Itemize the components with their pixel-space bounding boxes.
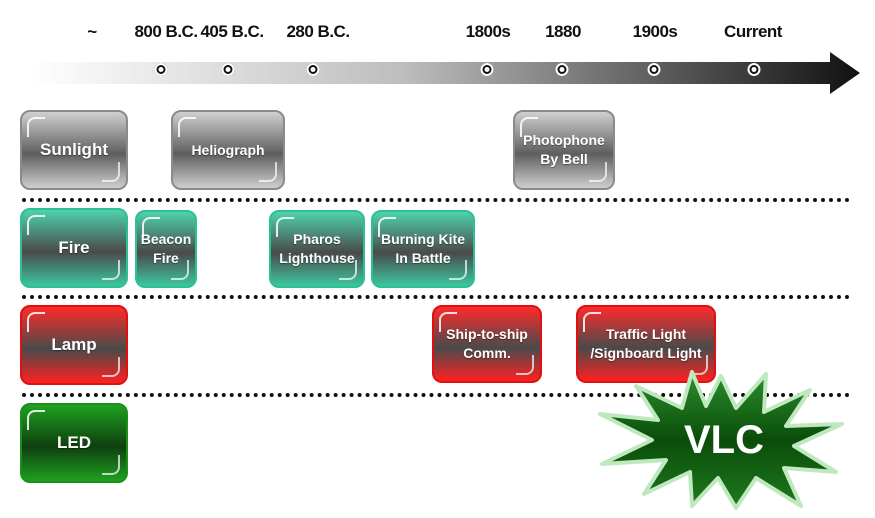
- row-separator: [22, 295, 850, 299]
- category-lamp: Lamp: [20, 305, 128, 385]
- timeline-dot-1800s: [480, 63, 494, 76]
- milestone-label: Heliograph: [191, 141, 265, 158]
- timeline-dot-current: [747, 63, 761, 76]
- milestone-heliograph: Heliograph: [171, 110, 285, 190]
- milestone-burning-kite: Burning Kite In Battle: [371, 210, 475, 288]
- tick-label-tilde: ~: [87, 22, 97, 41]
- category-fire: Fire: [20, 208, 128, 288]
- tick-label-1880: 1880: [545, 22, 581, 41]
- timeline-dot-1880: [555, 63, 569, 76]
- tick-label-405bc: 405 B.C.: [200, 22, 264, 41]
- tick-label-800bc: 800 B.C.: [134, 22, 198, 41]
- starburst-shape: [598, 370, 844, 510]
- milestone-label: Ship-to-ship Comm.: [446, 326, 528, 361]
- tick-label-1800s: 1800s: [465, 22, 511, 41]
- milestone-traffic-light: Traffic Light/Signboard Light: [576, 305, 716, 383]
- milestone-label: Pharos Lighthouse: [279, 231, 355, 266]
- milestone-ship-to-ship: Ship-to-ship Comm.: [432, 305, 542, 383]
- category-sunlight: Sunlight: [20, 110, 128, 190]
- tick-label-280bc: 280 B.C.: [286, 22, 350, 41]
- row-separator: [22, 198, 850, 202]
- category-label: LED: [57, 432, 91, 452]
- timeline-arrow: [30, 52, 860, 94]
- timeline-dot-1900s: [647, 63, 661, 76]
- milestone-label: Traffic Light/Signboard Light: [590, 326, 702, 361]
- timeline-dot-800bc: [154, 63, 168, 76]
- tick-label-1900s: 1900s: [632, 22, 678, 41]
- milestone-beacon-fire: Beacon Fire: [135, 210, 197, 288]
- timeline-dot-405bc: [221, 63, 235, 76]
- vlc-label: VLC: [684, 418, 764, 462]
- timeline-dot-280bc: [306, 63, 320, 76]
- milestone-label: Photophone By Bell: [523, 132, 605, 167]
- category-label: Lamp: [51, 334, 97, 354]
- milestone-label: Burning Kite In Battle: [381, 231, 465, 266]
- category-label: Fire: [58, 237, 90, 257]
- vlc-starburst: VLC: [598, 370, 844, 510]
- milestone-photophone: Photophone By Bell: [513, 110, 615, 190]
- category-led: LED: [20, 403, 128, 483]
- row-separator: [22, 393, 850, 397]
- milestone-pharos-lighthouse: Pharos Lighthouse: [269, 210, 365, 288]
- milestone-label: Beacon Fire: [140, 231, 192, 266]
- tick-label-current: Current: [724, 22, 782, 41]
- category-label: Sunlight: [40, 139, 108, 159]
